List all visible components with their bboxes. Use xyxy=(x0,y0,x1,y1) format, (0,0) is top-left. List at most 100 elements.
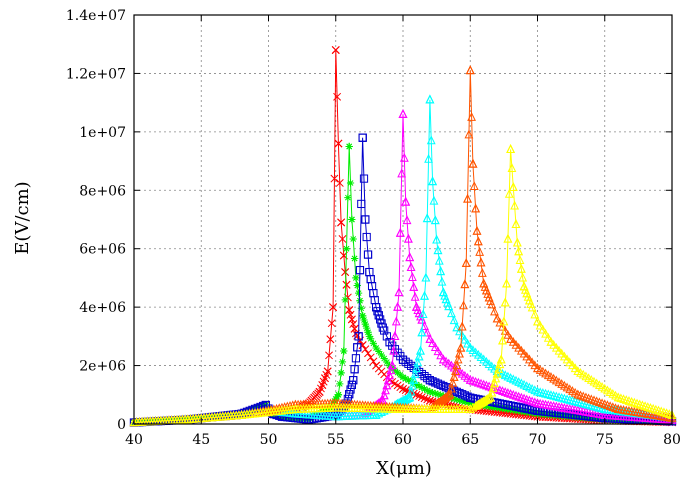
data-point xyxy=(356,297,364,305)
data-point xyxy=(347,380,356,389)
x-tick-label: 70 xyxy=(529,432,547,448)
data-point xyxy=(461,258,471,267)
data-point xyxy=(465,65,475,75)
data-point xyxy=(447,383,456,393)
data-point xyxy=(495,359,505,369)
data-point xyxy=(465,374,475,384)
data-point xyxy=(486,392,495,402)
data-point xyxy=(382,380,392,390)
data-point xyxy=(498,335,507,345)
data-point xyxy=(417,314,427,324)
x-axis-title: X(μm) xyxy=(376,458,432,479)
data-point xyxy=(452,322,462,332)
data-point xyxy=(433,346,443,356)
data-point xyxy=(496,354,506,364)
data-point xyxy=(430,215,440,225)
data-point xyxy=(334,139,343,148)
data-point xyxy=(340,347,348,355)
data-point xyxy=(359,312,367,320)
data-point xyxy=(503,329,513,339)
data-point xyxy=(351,354,361,363)
data-point xyxy=(578,398,588,408)
data-point xyxy=(453,354,463,364)
data-point xyxy=(533,316,542,326)
data-point xyxy=(420,290,429,300)
data-point xyxy=(481,394,491,404)
y-ticks: 0 2e+06 4e+06 6e+06 8e+06 1e+07 1.2e+07 1.4e+07 xyxy=(66,8,672,433)
data-point xyxy=(404,376,412,384)
data-point xyxy=(350,254,359,263)
data-point xyxy=(515,255,525,264)
data-point xyxy=(395,227,405,237)
data-point xyxy=(402,215,412,225)
data-point xyxy=(357,304,365,312)
data-point xyxy=(393,301,403,311)
data-point xyxy=(344,193,352,202)
data-point xyxy=(433,245,443,255)
data-point xyxy=(466,393,475,402)
data-point xyxy=(438,287,448,297)
data-point xyxy=(573,366,583,376)
data-point xyxy=(442,391,452,401)
data-point xyxy=(413,357,423,367)
data-point xyxy=(337,369,345,377)
data-point xyxy=(361,345,370,354)
data-point xyxy=(429,195,439,205)
data-point xyxy=(399,373,407,381)
data-point xyxy=(399,384,407,393)
data-point xyxy=(389,345,398,355)
data-point xyxy=(383,375,393,385)
data-point xyxy=(436,380,445,389)
data-point xyxy=(401,196,411,206)
data-point xyxy=(250,404,260,414)
data-point xyxy=(518,272,528,282)
data-point xyxy=(398,404,408,413)
data-point xyxy=(369,357,378,366)
y-tick-label: 6e+06 xyxy=(79,242,126,258)
data-point xyxy=(412,390,421,399)
data-point xyxy=(519,404,529,413)
data-point xyxy=(387,360,397,370)
data-point xyxy=(613,392,623,402)
data-point xyxy=(506,144,516,153)
data-point xyxy=(538,388,548,397)
data-point xyxy=(372,344,380,352)
data-point xyxy=(362,232,371,242)
data-point xyxy=(352,274,360,282)
data-point xyxy=(420,394,429,403)
data-point xyxy=(490,378,499,388)
data-point xyxy=(541,328,550,338)
data-point xyxy=(472,225,482,235)
data-point xyxy=(355,289,363,297)
data-point xyxy=(439,381,448,391)
data-point xyxy=(458,390,467,399)
data-point xyxy=(330,174,339,183)
data-point xyxy=(372,303,381,312)
y-tick-label: 2e+06 xyxy=(79,359,126,375)
data-point xyxy=(380,354,388,363)
data-point xyxy=(526,299,536,308)
data-point xyxy=(457,330,467,340)
data-point xyxy=(449,315,459,325)
data-point xyxy=(403,393,413,403)
data-point xyxy=(506,334,516,343)
data-point xyxy=(475,247,485,256)
data-point xyxy=(390,331,400,340)
data-point xyxy=(455,396,464,405)
data-point xyxy=(431,389,439,398)
data-point xyxy=(342,245,351,253)
data-point xyxy=(458,397,466,405)
data-point xyxy=(467,112,477,121)
data-point xyxy=(425,94,435,104)
data-point xyxy=(538,324,548,334)
data-point xyxy=(502,278,511,288)
data-point xyxy=(459,300,468,310)
x-tick-label: 65 xyxy=(461,432,479,448)
data-point xyxy=(573,389,583,399)
data-point xyxy=(420,385,429,393)
data-point xyxy=(363,324,371,332)
data-point xyxy=(451,366,460,376)
data-point xyxy=(256,402,265,412)
data-point xyxy=(533,363,542,373)
